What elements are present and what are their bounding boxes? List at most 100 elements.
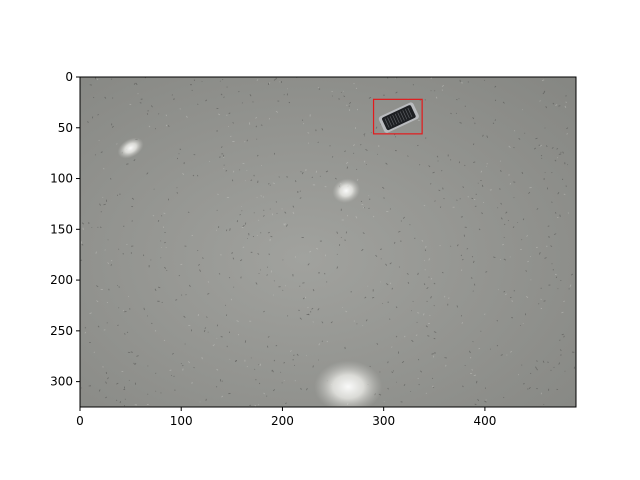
speckle — [256, 79, 259, 81]
speckle — [93, 96, 95, 99]
speckle — [521, 171, 524, 174]
speckle — [505, 211, 508, 214]
speckle — [521, 364, 523, 366]
speckle — [493, 256, 496, 259]
speckle — [560, 151, 562, 153]
speckle — [553, 233, 557, 235]
speckle — [228, 112, 231, 114]
floor-background — [80, 77, 576, 407]
speckle — [556, 148, 559, 150]
speckle — [294, 380, 296, 382]
speckle — [471, 197, 474, 200]
speckle — [499, 160, 501, 162]
speckle — [450, 112, 452, 115]
speckle — [513, 146, 515, 149]
speckle — [111, 125, 114, 128]
phone-screen-line — [392, 114, 398, 125]
speckle — [263, 392, 266, 395]
speckle — [482, 134, 484, 137]
speckle — [131, 197, 135, 200]
y-tick-label: 300 — [50, 375, 73, 389]
y-tick-label: 0 — [65, 70, 73, 84]
speckle — [335, 177, 337, 180]
speckle — [238, 90, 240, 93]
speckle — [96, 78, 99, 81]
speckle — [295, 180, 297, 183]
speckle — [256, 154, 259, 157]
speckle — [349, 101, 352, 105]
speckle — [569, 284, 572, 287]
speckle — [371, 296, 375, 299]
speckle — [543, 300, 546, 302]
speckle — [539, 144, 543, 147]
speckle — [518, 138, 521, 140]
speckle — [81, 243, 84, 246]
speckle — [563, 300, 565, 303]
speckle — [307, 263, 310, 266]
speckle — [561, 178, 564, 181]
speckle — [89, 312, 92, 315]
x-tick-label: 0 — [76, 414, 84, 428]
y-tick-label: 250 — [50, 324, 73, 338]
speckle — [480, 170, 483, 173]
speckle — [311, 307, 314, 310]
speckle — [540, 154, 543, 157]
speckle — [321, 128, 324, 131]
speckle — [552, 102, 555, 105]
speckle — [385, 162, 388, 165]
x-tick-label: 400 — [473, 414, 496, 428]
speckle — [311, 176, 313, 178]
speckle — [559, 339, 561, 341]
speckle — [466, 248, 469, 250]
speckle — [510, 351, 512, 353]
speckle — [522, 218, 525, 221]
speckle — [263, 310, 265, 313]
speckle — [500, 354, 503, 356]
speckle — [242, 246, 245, 248]
speckle — [368, 97, 372, 99]
speckle — [96, 285, 99, 288]
speckle — [268, 183, 270, 185]
speckle — [258, 382, 261, 385]
speckle — [296, 353, 299, 356]
speckle — [300, 171, 302, 173]
speckle — [104, 249, 106, 251]
speckle — [336, 231, 339, 234]
speckle — [471, 368, 474, 371]
speckle — [272, 389, 276, 392]
speckle — [525, 270, 528, 272]
speckle — [539, 252, 541, 255]
speckle — [428, 258, 430, 261]
speckle — [541, 79, 545, 82]
speckle — [148, 125, 151, 128]
speckle — [449, 159, 452, 161]
speckle — [137, 93, 139, 95]
speckle — [255, 282, 258, 285]
speckle — [565, 101, 567, 103]
speckle — [385, 263, 388, 266]
speckle — [473, 374, 477, 377]
speckle — [321, 321, 324, 324]
speckle — [215, 229, 218, 231]
speckle — [564, 105, 567, 109]
speckle — [187, 361, 190, 364]
speckle — [286, 224, 288, 227]
speckle — [492, 122, 495, 124]
speckle — [124, 333, 126, 335]
speckle — [168, 125, 170, 128]
speckle — [387, 387, 389, 390]
speckle — [430, 77, 433, 80]
speckle — [456, 244, 459, 247]
speckle — [503, 223, 506, 226]
speckle — [239, 213, 241, 216]
speckle — [315, 170, 318, 173]
speckle — [551, 147, 554, 149]
speckle — [271, 369, 273, 372]
speckle — [270, 235, 273, 238]
speckle — [535, 137, 538, 140]
speckle — [411, 339, 414, 342]
speckle — [285, 402, 287, 404]
speckle — [360, 143, 362, 146]
speckle — [266, 274, 268, 276]
speckle — [464, 105, 466, 107]
